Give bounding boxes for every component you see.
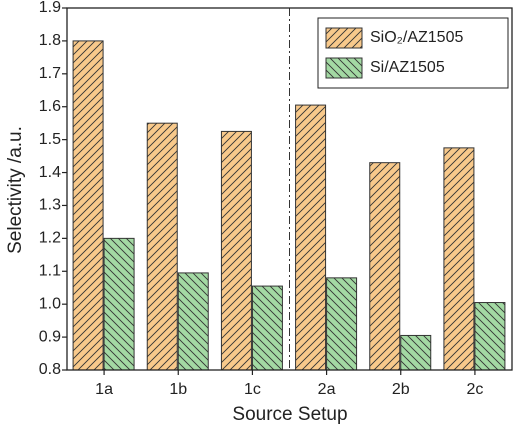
bar [326, 277, 358, 371]
bar [400, 334, 432, 371]
y-tick-label: 1.9 [39, 0, 61, 16]
y-tick-label: 1.6 [39, 98, 61, 115]
y-tick-label: 1.5 [39, 131, 61, 148]
bar [220, 130, 252, 371]
y-tick-label: 1.8 [39, 32, 61, 49]
y-tick-label: 1.4 [39, 164, 61, 181]
legend-label: Si/AZ1505 [370, 59, 445, 76]
y-tick-label: 1.3 [39, 197, 61, 214]
bar [146, 122, 178, 371]
bar [369, 162, 401, 371]
x-axis-title: Source Setup [232, 404, 347, 425]
x-tick-label: 2a [318, 381, 336, 398]
y-axis-title: Selectivity /a.u. [5, 126, 26, 254]
x-tick-label: 1a [95, 381, 113, 398]
bar [72, 40, 104, 371]
legend-swatch [325, 27, 363, 49]
y-tick-label: 0.8 [39, 361, 61, 378]
x-tick-label: 2b [392, 381, 410, 398]
x-tick-label: 1b [169, 381, 187, 398]
y-tick-label: 1.0 [39, 295, 61, 312]
bar [103, 237, 135, 371]
x-tick-label: 2c [466, 381, 483, 398]
bar [295, 104, 327, 371]
y-tick-label: 1.7 [39, 65, 61, 82]
x-tick-label: 1c [244, 381, 261, 398]
y-tick-label: 1.2 [39, 230, 61, 247]
y-tick-label: 1.1 [39, 262, 61, 279]
bar [251, 285, 283, 371]
legend-label: SiO₂/AZ1505 [370, 29, 463, 46]
y-tick-label: 0.9 [39, 328, 61, 345]
bar [443, 147, 475, 371]
bar [474, 302, 506, 371]
bar [177, 272, 209, 371]
legend-swatch [325, 57, 363, 79]
plot-frame [66, 7, 513, 371]
